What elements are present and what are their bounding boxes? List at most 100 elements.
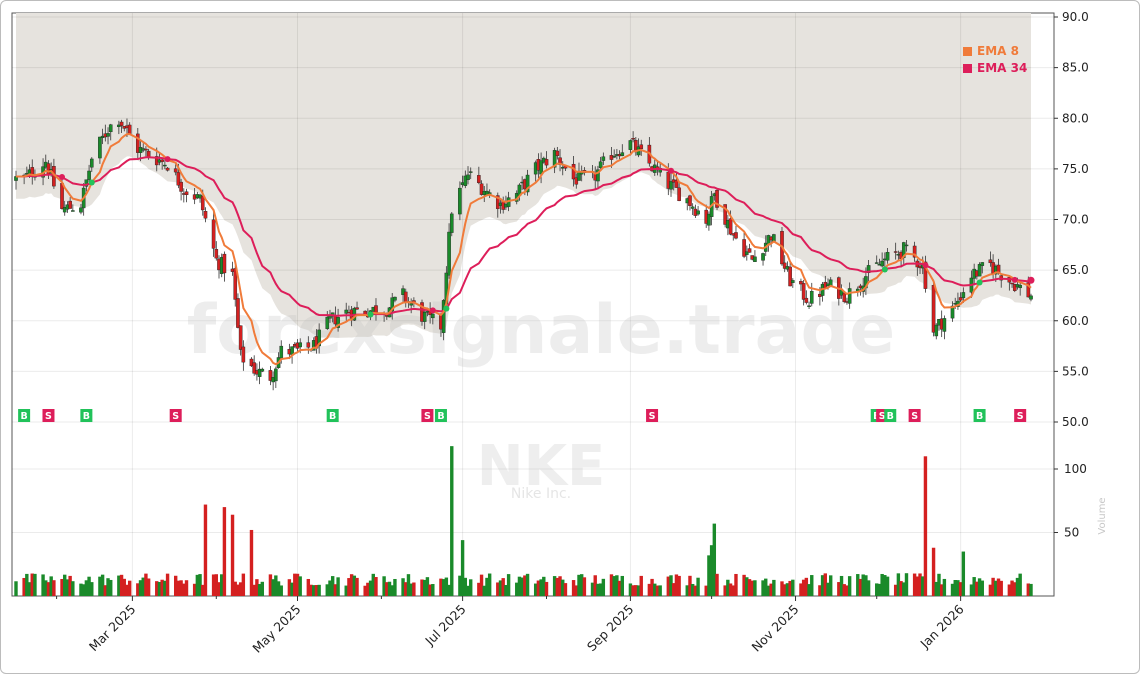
- volume-bar: [988, 584, 993, 596]
- volume-bar: [669, 575, 673, 596]
- candle-body: [931, 285, 936, 333]
- volume-bar: [1029, 583, 1033, 596]
- volume-bar: [712, 523, 717, 596]
- volume-bar: [163, 580, 167, 596]
- signal-label: S: [649, 411, 656, 422]
- volume-bar: [804, 577, 809, 596]
- candle-body: [904, 244, 909, 247]
- volume-bar: [450, 446, 454, 596]
- candle-body: [106, 133, 110, 137]
- volume-bar: [612, 576, 616, 596]
- volume-bar: [463, 577, 468, 596]
- ema-cross-dot: [59, 173, 66, 180]
- volume-bar: [409, 583, 413, 596]
- watermark-company: Nike Inc.: [511, 486, 571, 502]
- candle-body: [628, 140, 633, 150]
- candle-body: [144, 148, 148, 151]
- signal-buy-badge: [884, 409, 897, 422]
- signal-sell-badge: [42, 409, 55, 422]
- candle-body: [108, 124, 113, 133]
- date-tick-label: Jan 2026: [916, 601, 966, 651]
- price-axis: 50.0 55.0 60.0 65.0 70.0 75.0 80.0 85.0 90.0: [1054, 10, 1089, 429]
- volume-bar: [65, 579, 70, 596]
- ema-8-line: [15, 133, 1032, 366]
- volume-bar: [401, 578, 405, 596]
- volume-bar: [931, 547, 936, 596]
- candle-body: [601, 156, 606, 161]
- volume-bar: [238, 582, 243, 596]
- candle-body: [612, 156, 616, 158]
- candle-body: [782, 262, 787, 269]
- volume-bar: [958, 582, 963, 596]
- candle-body: [950, 305, 955, 319]
- candle-body: [958, 297, 963, 301]
- candle-body: [874, 262, 879, 264]
- volume-bar: [63, 574, 67, 596]
- volume-bar: [179, 580, 183, 596]
- candle-body: [1018, 284, 1022, 289]
- volume-bar: [295, 573, 300, 596]
- volume-bar: [807, 584, 811, 596]
- volume-bar: [496, 582, 500, 596]
- volume-bar: [184, 580, 189, 596]
- candle-body: [441, 300, 446, 333]
- volume-bar: [482, 585, 486, 596]
- volume-bar: [198, 574, 202, 596]
- volume-bar: [921, 576, 925, 596]
- volume-bar: [918, 573, 922, 596]
- volume-bar: [904, 573, 909, 596]
- volume-bar: [937, 573, 941, 596]
- candle-body: [401, 288, 405, 295]
- candle-body: [631, 138, 635, 140]
- price-tick-label: 70.0: [1062, 213, 1089, 227]
- volume-bar: [504, 584, 508, 596]
- candle-body: [477, 175, 481, 183]
- volume-bar: [498, 580, 503, 596]
- candle-body: [176, 172, 181, 186]
- ema-cross-dot: [429, 307, 436, 314]
- volume-bar: [647, 583, 652, 596]
- candle-body: [447, 231, 451, 276]
- volume-bar: [574, 585, 578, 596]
- volume-bar: [87, 576, 91, 596]
- volume-bar: [366, 582, 370, 596]
- candle-body: [977, 264, 982, 277]
- volume-bar: [539, 579, 543, 596]
- volume-bar: [764, 578, 768, 596]
- volume-bar: [241, 573, 246, 596]
- candle-body: [344, 309, 349, 314]
- volume-bar: [165, 573, 170, 596]
- candle-body: [804, 297, 809, 303]
- watermark-ticker: NKE: [477, 434, 606, 499]
- volume-bar: [996, 578, 1001, 596]
- volume-bar: [387, 581, 392, 596]
- volume-bar: [182, 583, 186, 596]
- volume-bar: [563, 583, 568, 596]
- volume-bar: [109, 579, 113, 596]
- candle-body: [463, 175, 468, 186]
- volume-bar: [980, 580, 984, 596]
- volume-bar: [71, 581, 75, 596]
- candle-body: [828, 279, 833, 286]
- candle-body: [1029, 295, 1033, 300]
- volume-bar: [347, 578, 351, 596]
- date-tick-label: Sep 2025: [584, 602, 637, 655]
- ema-cross-dot: [922, 262, 929, 269]
- candle-body: [728, 218, 733, 235]
- volume-bar: [593, 575, 597, 596]
- volume-bar: [672, 583, 676, 596]
- candle-body: [799, 281, 803, 285]
- candle-body: [1026, 282, 1031, 298]
- signal-label: B: [329, 411, 336, 422]
- volume-bar: [236, 584, 240, 596]
- candle-body: [674, 179, 679, 188]
- signal-buy-badge: [434, 409, 447, 422]
- candle-body: [68, 200, 72, 209]
- volume-bar: [406, 574, 411, 596]
- candle-body: [468, 171, 473, 173]
- volume-bar: [355, 577, 359, 596]
- candle-body: [988, 259, 993, 264]
- candle-body: [669, 181, 673, 190]
- volume-bar: [46, 582, 51, 596]
